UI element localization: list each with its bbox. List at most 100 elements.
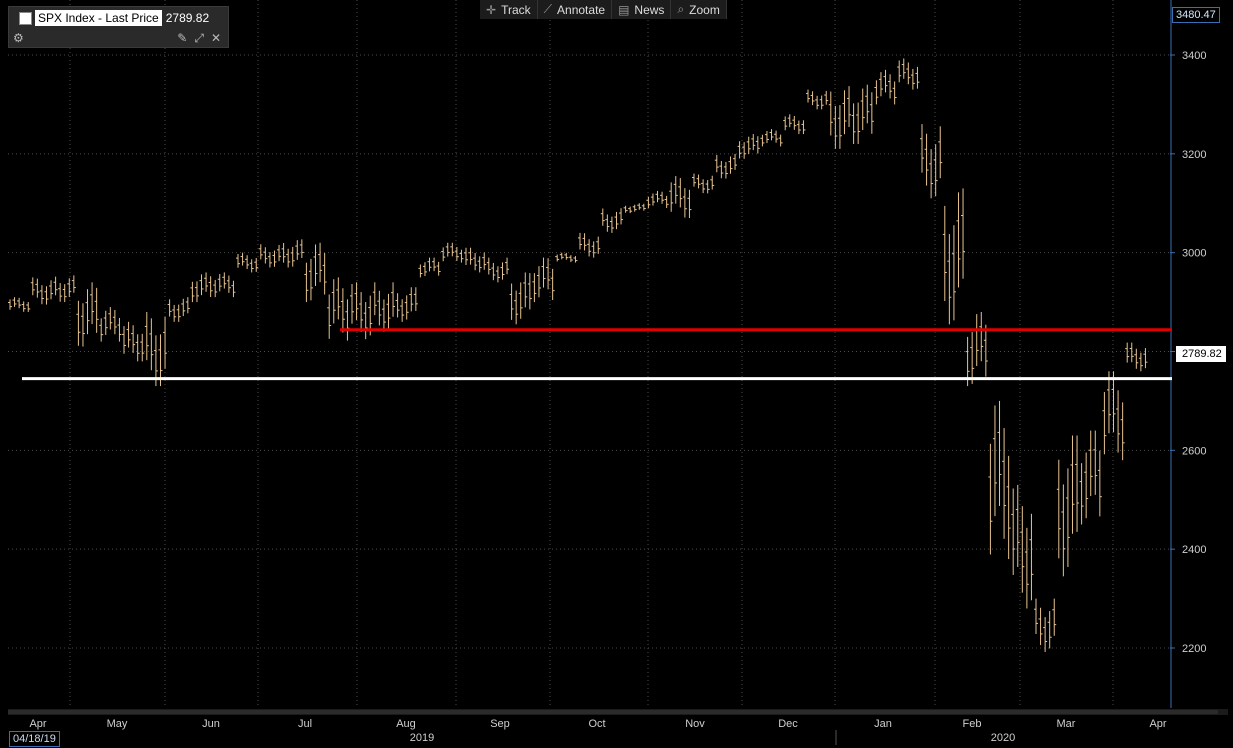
price-bar [892, 81, 897, 105]
price-bar [819, 95, 824, 110]
news-icon: ▤ [618, 2, 630, 17]
x-tick-label: Apr [29, 718, 46, 730]
price-bar [714, 154, 719, 173]
price-bar [413, 287, 418, 311]
price-bar [67, 278, 72, 297]
pin-icon[interactable]: ✎ [177, 31, 188, 45]
price-bar [1116, 390, 1121, 453]
start-date[interactable]: 04/18/19 [9, 731, 60, 747]
price-bar [395, 293, 400, 318]
price-bar [8, 299, 12, 310]
price-bar [605, 214, 610, 232]
price-bar [1052, 598, 1057, 636]
price-bar [12, 297, 17, 307]
price-bar [938, 126, 943, 179]
price-bar [163, 316, 168, 369]
price-bar [172, 304, 177, 322]
price-bar [509, 283, 514, 320]
price-bar [249, 259, 254, 273]
y-tick-label: 3200 [1182, 149, 1206, 161]
price-bar [833, 105, 838, 149]
price-bar [682, 188, 687, 218]
price-bar [58, 283, 63, 302]
price-bar [956, 192, 961, 288]
price-bar [263, 247, 268, 264]
price-bar [149, 318, 154, 371]
year-label: 2019 [410, 732, 434, 744]
price-bar [906, 62, 911, 85]
price-bar [254, 258, 259, 272]
gear-icon[interactable]: ⚙ [13, 31, 24, 45]
price-bar [760, 134, 765, 147]
annotate-button[interactable]: ⟋ Annotate [538, 0, 613, 19]
price-bar [696, 174, 701, 189]
price-bar [464, 247, 468, 265]
price-bar [331, 279, 336, 324]
price-bar [1125, 342, 1130, 363]
price-bar [299, 239, 304, 259]
price-bar [99, 318, 104, 342]
price-bar [523, 272, 528, 308]
price-bar [883, 69, 888, 93]
price-bar [733, 153, 738, 170]
price-bar [190, 281, 195, 303]
price-bar [550, 268, 555, 301]
price-bar [226, 275, 231, 293]
price-bar [213, 279, 218, 298]
price-bar [869, 92, 874, 134]
price-bar [888, 74, 893, 99]
price-bar [1088, 430, 1093, 497]
close-icon[interactable]: ✕ [210, 31, 221, 45]
security-label[interactable]: SPX Index - Last Price [35, 10, 162, 26]
price-bar [80, 303, 85, 347]
price-bar [62, 284, 67, 303]
resize-icon[interactable]: ⤢ [194, 30, 204, 45]
news-label: News [634, 2, 665, 17]
x-tick-label: May [107, 718, 128, 730]
top-scale-value: 3480.47 [1172, 7, 1220, 23]
price-bar [1011, 488, 1016, 575]
price-bar [623, 205, 628, 213]
current-price-tag: 2789.82 [1176, 346, 1226, 362]
price-bar [851, 103, 856, 144]
price-bar [181, 298, 186, 317]
price-bar [204, 272, 209, 292]
price-bar [1038, 607, 1043, 646]
price-bar [486, 257, 491, 275]
chart-grid [8, 0, 1170, 708]
price-bar [979, 311, 984, 362]
series-checkbox[interactable] [19, 11, 32, 25]
price-bar [564, 252, 569, 260]
price-bar [140, 333, 145, 362]
price-bar [559, 252, 564, 260]
price-bar [1111, 371, 1116, 433]
price-bar [860, 88, 865, 131]
price-bar [1129, 342, 1134, 363]
price-bar [546, 258, 551, 290]
x-tick-label: Apr [1149, 718, 1166, 730]
y-tick-label: 2400 [1182, 544, 1206, 556]
price-bar [53, 276, 58, 296]
price-bar [742, 142, 747, 159]
price-bar [1020, 506, 1025, 593]
track-button[interactable]: ✛ Track [480, 0, 538, 19]
price-bar [692, 173, 696, 187]
price-bar [678, 178, 683, 208]
price-bar [286, 248, 291, 268]
news-button[interactable]: ▤ News [612, 0, 672, 19]
price-bar [17, 297, 22, 309]
horizontal-lines[interactable] [22, 328, 1172, 381]
price-bar [951, 225, 956, 321]
price-bar [842, 90, 847, 135]
price-bar [49, 280, 54, 300]
price-bar [345, 299, 350, 341]
price-bar [313, 244, 318, 287]
price-bar [304, 262, 309, 303]
price-bar [131, 325, 136, 353]
price-bar [1061, 484, 1066, 577]
zoom-button[interactable]: ⌕ Zoom [671, 0, 727, 19]
price-bar [94, 287, 99, 333]
price-bar [974, 314, 979, 366]
magnifier-icon: ⌕ [677, 2, 685, 16]
